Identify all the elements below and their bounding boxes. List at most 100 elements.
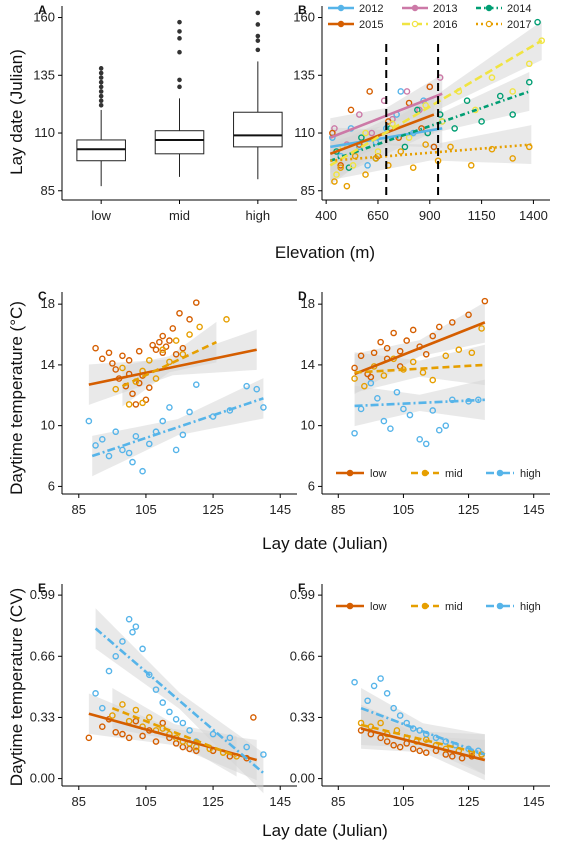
point-high bbox=[129, 458, 136, 466]
point-high bbox=[85, 417, 93, 425]
point-mid bbox=[380, 372, 388, 379]
point-mid bbox=[109, 712, 116, 719]
point-mid bbox=[419, 369, 427, 376]
point-low bbox=[396, 743, 404, 751]
point-low bbox=[250, 714, 257, 721]
point-low bbox=[390, 741, 397, 749]
point-low bbox=[105, 349, 113, 357]
legend-key-point bbox=[346, 469, 354, 477]
y-tick-label: 18 bbox=[301, 296, 315, 311]
legend-key-point bbox=[485, 4, 493, 12]
outlier-point bbox=[98, 84, 104, 90]
point-high bbox=[390, 704, 397, 712]
point-2017 bbox=[509, 155, 516, 162]
outlier-point bbox=[98, 93, 104, 99]
point-low bbox=[85, 734, 93, 742]
box-low bbox=[76, 139, 126, 162]
x-tick-label: 105 bbox=[135, 502, 157, 517]
point-mid bbox=[145, 357, 153, 364]
fit-line-mid bbox=[111, 706, 238, 758]
point-high bbox=[125, 615, 133, 623]
x-tick-label: 125 bbox=[458, 794, 480, 809]
y-tick-label: 0.33 bbox=[30, 709, 55, 724]
point-mid bbox=[172, 337, 180, 344]
outlier-point bbox=[177, 19, 182, 25]
y-axis-label-top: Lay date (Julian) bbox=[7, 49, 26, 175]
point-low bbox=[149, 341, 156, 349]
point-high bbox=[172, 715, 180, 723]
legend-key-point bbox=[337, 20, 345, 28]
point-mid bbox=[442, 352, 450, 360]
fit-line-low bbox=[360, 727, 486, 762]
y-tick-label: 0.99 bbox=[290, 587, 315, 602]
point-high bbox=[387, 425, 394, 432]
x-tick-label: 105 bbox=[393, 794, 415, 809]
point-2016 bbox=[389, 120, 396, 128]
x-tick-label: 145 bbox=[523, 794, 545, 809]
point-2014 bbox=[358, 134, 365, 141]
point-high bbox=[416, 436, 424, 443]
point-low bbox=[98, 355, 106, 363]
point-2017 bbox=[488, 145, 496, 153]
point-low bbox=[176, 309, 183, 317]
point-mid bbox=[361, 382, 368, 390]
outlier-point bbox=[255, 10, 261, 16]
x-tick-label: 85 bbox=[72, 502, 86, 517]
point-2017 bbox=[447, 143, 454, 151]
point-low bbox=[186, 316, 193, 323]
point-2015 bbox=[347, 106, 355, 114]
point-high bbox=[119, 446, 126, 454]
x-tick-label: 145 bbox=[269, 502, 291, 517]
point-low bbox=[92, 344, 99, 352]
outlier-point bbox=[98, 66, 104, 71]
x-tick-label: 650 bbox=[367, 208, 389, 223]
outlier-point bbox=[177, 84, 182, 90]
panel-label: E bbox=[38, 581, 46, 595]
point-low bbox=[125, 357, 133, 364]
x-axis-label-mid: Lay date (Julian) bbox=[262, 534, 388, 553]
point-low bbox=[192, 299, 200, 306]
y-axis-label-bot: Daytime temperature (CV) bbox=[7, 588, 26, 786]
y-tick-label: 6 bbox=[308, 478, 315, 493]
point-low bbox=[351, 364, 358, 372]
point-low bbox=[377, 734, 384, 742]
fit-line-mid bbox=[121, 340, 217, 388]
point-mid bbox=[409, 358, 417, 366]
point-high bbox=[179, 431, 187, 439]
point-high bbox=[370, 682, 378, 690]
point-mid bbox=[119, 701, 126, 708]
point-2015 bbox=[337, 162, 344, 169]
ci-band-high bbox=[92, 378, 264, 477]
point-low bbox=[435, 323, 443, 331]
y-tick-label: 160 bbox=[293, 10, 315, 25]
x-tick-label: 900 bbox=[419, 208, 441, 223]
point-low bbox=[403, 337, 410, 344]
point-mid bbox=[478, 325, 485, 332]
x-tick-label: 145 bbox=[269, 794, 291, 809]
point-high bbox=[112, 428, 120, 436]
point-high bbox=[125, 449, 133, 457]
point-2014 bbox=[451, 125, 458, 132]
point-low bbox=[465, 311, 472, 319]
point-high bbox=[260, 404, 267, 411]
point-2017 bbox=[409, 164, 417, 171]
outlier-point bbox=[98, 89, 104, 94]
point-mid bbox=[196, 323, 203, 331]
panel-label: D bbox=[298, 289, 307, 303]
point-low bbox=[448, 319, 456, 326]
point-low bbox=[109, 360, 116, 367]
point-high bbox=[374, 395, 381, 402]
y-tick-label: 135 bbox=[33, 67, 55, 82]
point-mid bbox=[145, 714, 153, 721]
point-mid bbox=[152, 375, 160, 382]
fit-line-low bbox=[354, 321, 486, 376]
point-mid bbox=[186, 331, 193, 338]
point-high bbox=[383, 690, 391, 697]
point-high bbox=[226, 734, 234, 742]
outlier-point bbox=[177, 36, 182, 41]
outlier-point bbox=[255, 33, 261, 39]
point-mid bbox=[132, 706, 140, 714]
panel-label: C bbox=[38, 289, 47, 303]
point-high bbox=[172, 446, 180, 454]
point-2016 bbox=[488, 74, 496, 81]
